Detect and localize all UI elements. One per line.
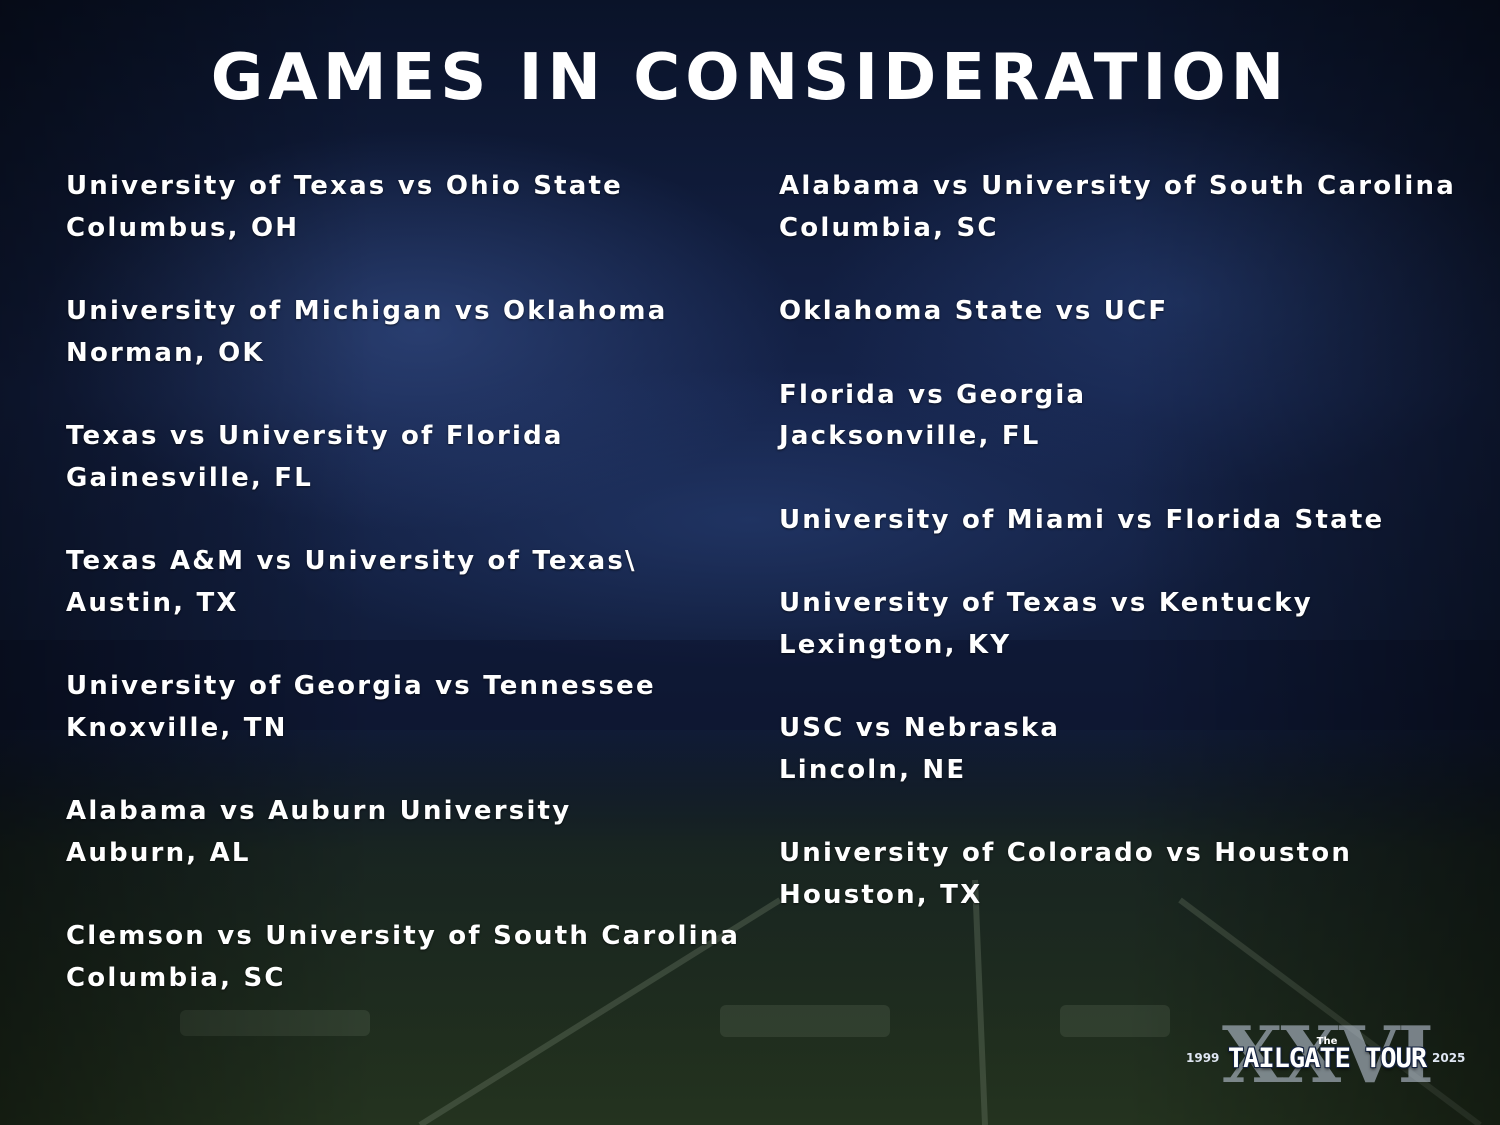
logo-numeral: XXVI — [1221, 1010, 1434, 1101]
game-location: Houston, TX — [779, 879, 983, 910]
game-location: Austin, TX — [66, 587, 239, 618]
game-matchup: Oklahoma State vs UCF — [779, 296, 1169, 326]
list-item: Clemson vs University of South Carolina … — [66, 916, 756, 999]
list-item: University of Miami vs Florida State — [779, 500, 1479, 542]
game-location: Lincoln, NE — [779, 754, 967, 785]
list-item: Texas vs University of Florida Gainesvil… — [66, 416, 756, 499]
game-matchup: University of Georgia vs Tennessee — [66, 671, 656, 701]
page-title: GAMES IN CONSIDERATION — [210, 41, 1290, 115]
game-location: Columbia, SC — [779, 212, 999, 243]
logo-brand: TAILGATE TOUR — [1227, 1043, 1427, 1074]
list-item: USC vs Nebraska Lincoln, NE — [779, 708, 1479, 791]
list-item: University of Texas vs Ohio State Columb… — [66, 166, 756, 249]
list-item: Alabama vs Auburn University Auburn, AL — [66, 791, 756, 874]
game-location: Columbus, OH — [66, 212, 300, 243]
game-matchup: Florida vs Georgia — [779, 379, 1087, 410]
list-item: Texas A&M vs University of Texas\ Austin… — [66, 541, 756, 624]
game-location: Lexington, KY — [779, 629, 1012, 660]
game-matchup: Alabama vs University of South Carolina — [779, 171, 1456, 201]
games-list-right: Alabama vs University of South Carolina … — [779, 166, 1479, 958]
games-list-left: University of Texas vs Ohio State Columb… — [66, 166, 756, 1041]
game-location: Auburn, AL — [66, 837, 251, 868]
list-item: University of Georgia vs Tennessee Knoxv… — [66, 666, 756, 749]
game-matchup: Texas vs University of Florida — [66, 421, 564, 451]
game-location: Columbia, SC — [66, 962, 286, 993]
list-item: University of Colorado vs Houston Housto… — [779, 833, 1479, 916]
logo-the: The — [1316, 1036, 1338, 1047]
list-item: University of Texas vs Kentucky Lexingto… — [779, 583, 1479, 666]
game-matchup: Clemson vs University of South Carolina — [66, 921, 741, 951]
game-matchup: University of Michigan vs Oklahoma — [66, 296, 668, 326]
game-matchup: University of Colorado vs Houston — [779, 838, 1353, 868]
list-item: University of Michigan vs Oklahoma Norma… — [66, 291, 756, 374]
logo-year-end: 2025 — [1432, 1051, 1466, 1065]
logo-year-start: 1999 — [1186, 1051, 1220, 1065]
list-item: Florida vs Georgia Jacksonville, FL — [779, 375, 1479, 458]
tailgate-tour-logo: XXVI 1999 The TAILGATE TOUR 2025 — [1182, 1014, 1472, 1098]
list-item: Oklahoma State vs UCF — [779, 291, 1479, 333]
game-matchup: University of Texas vs Ohio State — [66, 171, 624, 201]
list-item: Alabama vs University of South Carolina … — [779, 166, 1479, 249]
game-matchup: Alabama vs Auburn University — [66, 796, 572, 826]
game-matchup: University of Texas vs Kentucky — [779, 588, 1313, 618]
game-matchup: USC vs Nebraska — [779, 713, 1061, 743]
game-matchup: Texas A&M vs University of Texas\ — [66, 546, 637, 576]
game-location: Jacksonville, FL — [779, 421, 1041, 451]
game-location: Knoxville, TN — [66, 712, 288, 743]
game-location: Norman, OK — [66, 337, 265, 368]
game-matchup: University of Miami vs Florida State — [779, 504, 1385, 535]
game-location: Gainesville, FL — [66, 462, 313, 493]
